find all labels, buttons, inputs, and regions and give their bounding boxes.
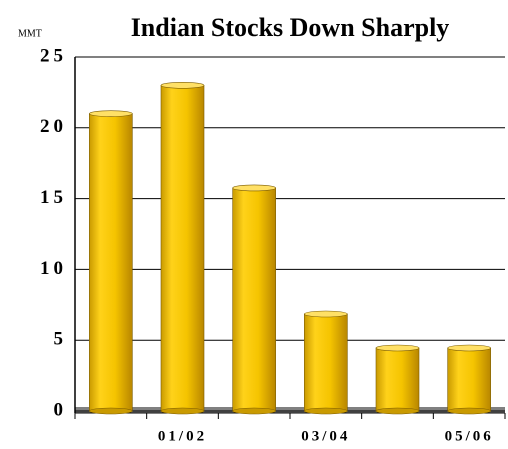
bar xyxy=(160,85,205,412)
y-tick-label: 0 xyxy=(54,399,68,420)
bar-base xyxy=(89,407,133,415)
bar-base xyxy=(160,407,205,415)
bar xyxy=(304,313,348,412)
bar-top xyxy=(447,344,491,352)
bar xyxy=(232,187,276,412)
y-tick-label: 5 xyxy=(54,329,68,350)
bar-top xyxy=(304,310,348,318)
x-tick-label: 05/06 xyxy=(445,428,494,444)
bar xyxy=(89,113,133,412)
bar-top xyxy=(375,344,420,352)
bar-top xyxy=(232,184,276,192)
bar-base xyxy=(232,407,276,415)
unit-label: MMT xyxy=(18,28,42,39)
chart-title: Indian Stocks Down Sharply xyxy=(131,13,450,42)
floor xyxy=(75,407,505,413)
y-tick-label: 20 xyxy=(40,116,67,137)
bar xyxy=(375,347,420,412)
bar-base xyxy=(304,407,348,415)
bar-base xyxy=(375,407,420,415)
bar xyxy=(447,347,491,412)
bar-top xyxy=(160,82,205,89)
y-tick-label: 25 xyxy=(40,45,67,66)
y-tick-label: 15 xyxy=(40,187,67,208)
x-tick-label: 01/02 xyxy=(158,428,207,444)
bar-top xyxy=(89,110,133,117)
y-tick-label: 10 xyxy=(40,258,67,279)
x-tick-label: 03/04 xyxy=(301,428,350,444)
bar-base xyxy=(447,407,491,415)
